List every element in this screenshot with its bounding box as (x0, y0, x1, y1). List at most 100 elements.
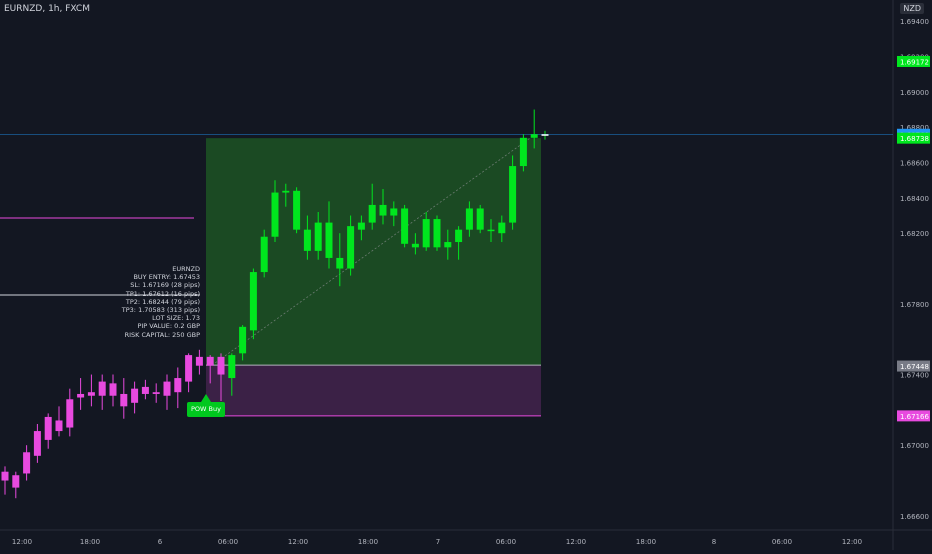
trend-dotted-line (211, 137, 531, 366)
candle-body (195, 356, 203, 366)
time-tick-label: 06:00 (496, 538, 516, 546)
price-label-tag (897, 132, 930, 144)
candle-body (325, 222, 333, 258)
candle-body (519, 137, 527, 167)
price-label-tag (897, 360, 930, 372)
candle-body (487, 229, 495, 232)
price-label-tag (897, 55, 930, 67)
candle-body (422, 219, 430, 248)
price-tick-label: 1.68600 (900, 160, 929, 168)
price-label-text: 1.69172 (900, 58, 929, 66)
time-tick-label: 18:00 (636, 538, 656, 546)
candle-body (87, 392, 95, 396)
candle-body (390, 208, 398, 216)
price-tick-label: 1.68400 (900, 195, 929, 203)
candle-body (163, 381, 171, 396)
candle-body (55, 420, 63, 432)
candle-body (444, 242, 452, 248)
candle-body (44, 416, 52, 440)
buy-signal-tag: POW Buy (187, 402, 225, 417)
time-tick-label: 6 (158, 538, 163, 546)
candle-body (509, 166, 517, 223)
candle-body (347, 226, 355, 269)
price-label-text: 1.67166 (900, 413, 929, 421)
candle-body (379, 204, 387, 216)
price-label-tag (897, 410, 930, 422)
price-tick-label: 1.68800 (900, 124, 929, 132)
trade-info-sl: SL: 1.67169 (28 pips) (130, 281, 200, 290)
price-tick-label: 1.66600 (900, 513, 929, 521)
loss-zone (206, 365, 541, 416)
candle-body (271, 192, 279, 237)
candle-body (66, 399, 74, 428)
candle-body (411, 243, 419, 248)
price-tick-label: 1.68200 (900, 230, 929, 238)
candle-body (357, 222, 365, 230)
candle-body (228, 355, 236, 379)
candle-body (541, 134, 549, 136)
candle-body (33, 431, 41, 456)
candle-body (98, 381, 106, 396)
time-tick-label: 12:00 (288, 538, 308, 546)
candle-body (217, 356, 225, 375)
candle-body (239, 326, 247, 354)
trade-info-symbol: EURNZD (172, 265, 200, 273)
price-tick-label: 1.69400 (900, 18, 929, 26)
candle-body (455, 229, 463, 243)
buy-arrow-icon (201, 394, 211, 402)
trade-info-risk: RISK CAPITAL: 250 GBP (124, 330, 200, 339)
candle-body (1, 471, 9, 481)
candle-body (12, 475, 20, 488)
candle-body (314, 222, 322, 251)
candle-body (141, 386, 149, 394)
time-tick-label: 12:00 (12, 538, 32, 546)
currency-badge: NZD (900, 3, 924, 14)
trade-info-tp3: TP3: 1.70583 (313 pips) (121, 306, 200, 315)
trade-info-tp1: TP1: 1.67612 (16 pips) (125, 289, 200, 298)
candle-body (530, 134, 538, 138)
price-label-text: 1.68738 (900, 135, 929, 143)
time-tick-label: 7 (436, 538, 440, 546)
candle-body (433, 219, 441, 248)
price-tick-label: 1.69000 (900, 89, 929, 97)
trade-info-tp2: TP2: 1.68244 (79 pips) (125, 297, 200, 306)
time-tick-label: 06:00 (218, 538, 238, 546)
candle-body (185, 355, 193, 382)
candle-body (476, 208, 484, 230)
trade-info-lot: LOT SIZE: 1.73 (152, 314, 200, 323)
candle-body (206, 356, 214, 366)
candle-body (303, 229, 311, 251)
time-tick-label: 12:00 (842, 538, 862, 546)
candle-body (401, 208, 409, 244)
trade-info-pip: PIP VALUE: 0.2 GBP (137, 322, 200, 331)
candle-body (120, 393, 128, 407)
trade-info-entry: BUY ENTRY: 1.67453 (133, 273, 200, 282)
time-tick-label: 06:00 (772, 538, 792, 546)
candle-body (260, 236, 268, 273)
candle-body (249, 272, 257, 331)
candle-body (131, 388, 139, 403)
candle-body (174, 378, 182, 393)
time-tick-label: 8 (712, 538, 716, 546)
symbol-label: EURNZD, 1h, FXCM (4, 4, 90, 14)
price-tick-label: 1.67000 (900, 442, 929, 450)
time-tick-label: 18:00 (358, 538, 378, 546)
candle-body (282, 190, 290, 193)
time-tick-label: 12:00 (566, 538, 586, 546)
price-label-text: 1.67448 (900, 363, 929, 371)
price-tick-label: 1.67400 (900, 372, 929, 380)
candle-body (465, 208, 473, 230)
time-tick-label: 18:00 (80, 538, 100, 546)
profit-zone (206, 138, 541, 366)
trade-info-block: EURNZD BUY ENTRY: 1.67453 SL: 1.67169 (2… (120, 265, 200, 339)
candle-body (336, 257, 344, 269)
candle-body (368, 204, 376, 223)
candle-body (293, 190, 301, 230)
candle-body (109, 383, 117, 396)
candle-body (498, 222, 506, 234)
candle-body (23, 452, 31, 474)
candle-body (152, 392, 160, 394)
price-tick-label: 1.67800 (900, 301, 929, 309)
